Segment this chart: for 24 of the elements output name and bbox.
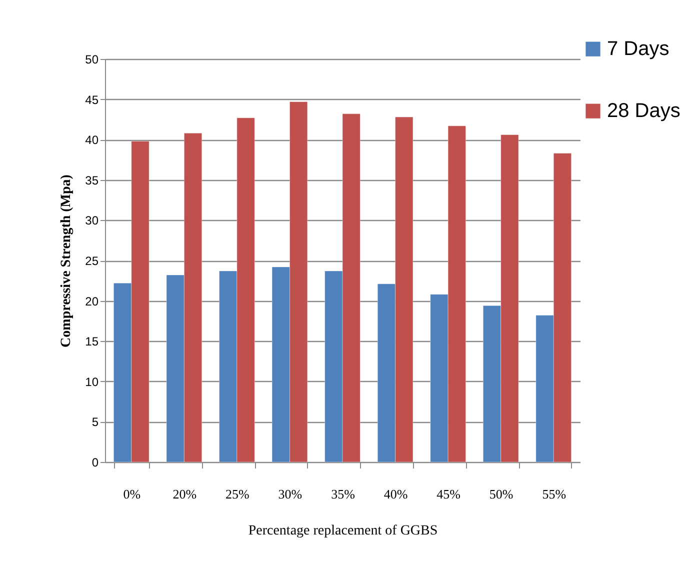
y-tick-label: 10 (85, 374, 99, 389)
x-axis-title: Percentage replacement of GGBS (248, 524, 438, 538)
x-tick-label: 30% (278, 486, 302, 502)
x-tick-label: 45% (436, 486, 461, 502)
x-tick-label: 55% (542, 486, 566, 502)
y-tick-label: 25 (85, 254, 99, 268)
y-tick-label: 30 (85, 214, 99, 228)
x-tick-label: 40% (384, 486, 408, 502)
y-tick-label: 0 (92, 456, 99, 470)
legend-label: 7 Days (607, 38, 670, 60)
y-tick-label: 5 (92, 415, 99, 430)
y-tick-label: 15 (85, 334, 99, 349)
x-tick-label: 50% (489, 486, 514, 502)
legend-label: 28 Days (607, 100, 680, 122)
x-tick-label: 0% (123, 486, 141, 502)
y-axis-title: Compressive Strength (Mpa) (59, 174, 74, 348)
y-tick-label: 45 (85, 92, 99, 107)
y-tick-label: 35 (85, 173, 99, 188)
y-tick-label: 20 (85, 294, 99, 308)
x-tick-label: 20% (172, 486, 197, 502)
x-tick-label: 35% (331, 486, 356, 502)
y-tick-label: 40 (85, 133, 99, 148)
y-tick-label: 50 (85, 52, 99, 66)
x-tick-label: 25% (226, 486, 250, 502)
